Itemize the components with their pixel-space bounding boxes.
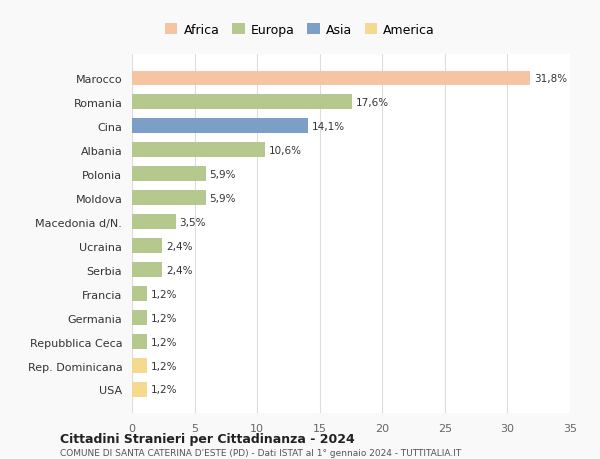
- Text: 1,2%: 1,2%: [151, 313, 177, 323]
- Bar: [132, 191, 206, 205]
- Text: 17,6%: 17,6%: [356, 97, 389, 107]
- Bar: [132, 358, 147, 373]
- Text: 14,1%: 14,1%: [312, 122, 346, 131]
- Bar: [132, 95, 352, 110]
- Text: 31,8%: 31,8%: [534, 73, 567, 84]
- Text: 2,4%: 2,4%: [166, 265, 192, 275]
- Legend: Africa, Europa, Asia, America: Africa, Europa, Asia, America: [161, 20, 439, 40]
- Text: 2,4%: 2,4%: [166, 241, 192, 251]
- Bar: [132, 239, 162, 253]
- Bar: [132, 335, 147, 349]
- Text: 5,9%: 5,9%: [209, 169, 236, 179]
- Bar: [132, 382, 147, 397]
- Text: COMUNE DI SANTA CATERINA D'ESTE (PD) - Dati ISTAT al 1° gennaio 2024 - TUTTITALI: COMUNE DI SANTA CATERINA D'ESTE (PD) - D…: [60, 448, 461, 457]
- Bar: [132, 119, 308, 134]
- Text: 3,5%: 3,5%: [179, 217, 206, 227]
- Text: 10,6%: 10,6%: [268, 146, 301, 155]
- Bar: [132, 263, 162, 277]
- Text: 1,2%: 1,2%: [151, 337, 177, 347]
- Text: 5,9%: 5,9%: [209, 193, 236, 203]
- Bar: [132, 71, 530, 86]
- Text: 1,2%: 1,2%: [151, 385, 177, 395]
- Bar: [132, 215, 176, 230]
- Bar: [132, 287, 147, 301]
- Bar: [132, 167, 206, 181]
- Text: 1,2%: 1,2%: [151, 361, 177, 371]
- Bar: [132, 143, 265, 157]
- Bar: [132, 311, 147, 325]
- Text: Cittadini Stranieri per Cittadinanza - 2024: Cittadini Stranieri per Cittadinanza - 2…: [60, 432, 355, 445]
- Text: 1,2%: 1,2%: [151, 289, 177, 299]
